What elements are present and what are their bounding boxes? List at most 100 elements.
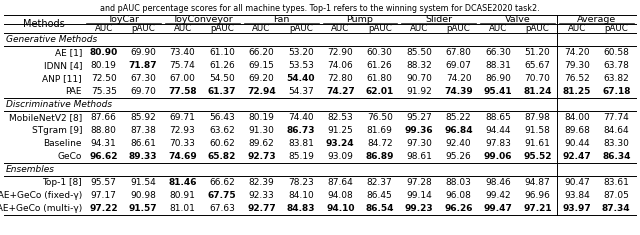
- Text: 73.40: 73.40: [170, 48, 195, 57]
- Text: 92.33: 92.33: [248, 191, 275, 200]
- Text: 99.42: 99.42: [485, 191, 511, 200]
- Text: Methods: Methods: [23, 19, 65, 29]
- Text: 91.92: 91.92: [406, 87, 432, 96]
- Text: AUC: AUC: [173, 24, 192, 33]
- Text: 85.92: 85.92: [131, 113, 156, 122]
- Text: 69.07: 69.07: [445, 61, 472, 70]
- Text: 87.64: 87.64: [328, 178, 353, 187]
- Text: 82.37: 82.37: [367, 178, 392, 187]
- Text: 71.87: 71.87: [129, 61, 157, 70]
- Text: 56.43: 56.43: [209, 113, 235, 122]
- Text: 97.83: 97.83: [485, 139, 511, 148]
- Text: Valve: Valve: [505, 15, 531, 24]
- Text: PAE: PAE: [65, 87, 82, 96]
- Text: 95.26: 95.26: [445, 152, 472, 161]
- Text: 82.53: 82.53: [328, 113, 353, 122]
- Text: 70.33: 70.33: [170, 139, 195, 148]
- Text: 67.63: 67.63: [209, 204, 235, 213]
- Text: 69.15: 69.15: [248, 61, 275, 70]
- Text: 98.61: 98.61: [406, 152, 432, 161]
- Text: 62.01: 62.01: [365, 87, 394, 96]
- Text: 78.23: 78.23: [288, 178, 314, 187]
- Text: 86.54: 86.54: [365, 204, 394, 213]
- Text: 67.00: 67.00: [170, 74, 195, 83]
- Text: 80.91: 80.91: [170, 191, 195, 200]
- Text: 74.20: 74.20: [564, 48, 589, 57]
- Text: PAE+GeCo (multi-γ): PAE+GeCo (multi-γ): [0, 204, 82, 213]
- Text: 83.30: 83.30: [604, 139, 629, 148]
- Text: 72.80: 72.80: [328, 74, 353, 83]
- Text: 88.03: 88.03: [445, 178, 472, 187]
- Text: 93.09: 93.09: [327, 152, 353, 161]
- Text: 63.78: 63.78: [604, 61, 629, 70]
- Text: 69.71: 69.71: [170, 113, 195, 122]
- Text: 94.08: 94.08: [328, 191, 353, 200]
- Text: 97.22: 97.22: [90, 204, 118, 213]
- Text: 91.54: 91.54: [131, 178, 156, 187]
- Text: 90.98: 90.98: [130, 191, 156, 200]
- Text: 99.06: 99.06: [484, 152, 512, 161]
- Text: STgram [9]: STgram [9]: [31, 126, 82, 135]
- Text: and pAUC percentage scores for all machine types. Top-1 refers to the winning sy: and pAUC percentage scores for all machi…: [100, 4, 540, 13]
- Text: 90.47: 90.47: [564, 178, 589, 187]
- Text: 88.65: 88.65: [485, 113, 511, 122]
- Text: 84.83: 84.83: [287, 204, 315, 213]
- Text: AUC: AUC: [568, 24, 586, 33]
- Text: ANP [11]: ANP [11]: [42, 74, 82, 83]
- Text: 70.70: 70.70: [525, 74, 550, 83]
- Text: 91.57: 91.57: [129, 204, 157, 213]
- Text: pAUC: pAUC: [368, 24, 392, 33]
- Text: 95.41: 95.41: [484, 87, 512, 96]
- Text: 86.34: 86.34: [602, 152, 630, 161]
- Text: 91.58: 91.58: [525, 126, 550, 135]
- Text: 53.53: 53.53: [288, 61, 314, 70]
- Text: 80.90: 80.90: [90, 48, 118, 57]
- Text: pAUC: pAUC: [131, 24, 155, 33]
- Text: 88.31: 88.31: [485, 61, 511, 70]
- Text: 89.68: 89.68: [564, 126, 590, 135]
- Text: 84.72: 84.72: [367, 139, 392, 148]
- Text: 87.34: 87.34: [602, 204, 630, 213]
- Text: AUC: AUC: [410, 24, 428, 33]
- Text: 74.69: 74.69: [168, 152, 197, 161]
- Text: 69.20: 69.20: [248, 74, 275, 83]
- Text: 95.52: 95.52: [523, 152, 552, 161]
- Text: Top-1 [8]: Top-1 [8]: [42, 178, 82, 187]
- Text: 87.66: 87.66: [91, 113, 116, 122]
- Text: PAE+GeCo (fixed-γ): PAE+GeCo (fixed-γ): [0, 191, 82, 200]
- Text: 82.39: 82.39: [248, 178, 275, 187]
- Text: 67.30: 67.30: [130, 74, 156, 83]
- Text: 91.30: 91.30: [248, 126, 275, 135]
- Text: 85.50: 85.50: [406, 48, 432, 57]
- Text: 72.90: 72.90: [328, 48, 353, 57]
- Text: pAUC: pAUC: [210, 24, 234, 33]
- Text: 91.61: 91.61: [525, 139, 550, 148]
- Text: 93.97: 93.97: [563, 204, 591, 213]
- Text: 76.52: 76.52: [564, 74, 589, 83]
- Text: 72.50: 72.50: [91, 74, 116, 83]
- Text: GeCo: GeCo: [58, 152, 82, 161]
- Text: 80.19: 80.19: [248, 113, 275, 122]
- Text: 69.70: 69.70: [130, 87, 156, 96]
- Text: 60.58: 60.58: [604, 48, 629, 57]
- Text: 94.10: 94.10: [326, 204, 355, 213]
- Text: IDNN [4]: IDNN [4]: [44, 61, 82, 70]
- Text: 96.08: 96.08: [445, 191, 472, 200]
- Text: pAUC: pAUC: [447, 24, 470, 33]
- Text: 95.27: 95.27: [406, 113, 432, 122]
- Text: 80.19: 80.19: [91, 61, 116, 70]
- Text: AUC: AUC: [331, 24, 349, 33]
- Text: pAUC: pAUC: [289, 24, 313, 33]
- Text: 72.94: 72.94: [247, 87, 276, 96]
- Text: 81.46: 81.46: [168, 178, 197, 187]
- Text: 81.69: 81.69: [367, 126, 393, 135]
- Text: 61.26: 61.26: [367, 61, 392, 70]
- Text: 81.01: 81.01: [170, 204, 195, 213]
- Text: AUC: AUC: [252, 24, 271, 33]
- Text: 81.25: 81.25: [563, 87, 591, 96]
- Text: 95.57: 95.57: [91, 178, 116, 187]
- Text: 81.24: 81.24: [523, 87, 552, 96]
- Text: AE [1]: AE [1]: [54, 48, 82, 57]
- Text: 77.58: 77.58: [168, 87, 197, 96]
- Text: 99.36: 99.36: [405, 126, 433, 135]
